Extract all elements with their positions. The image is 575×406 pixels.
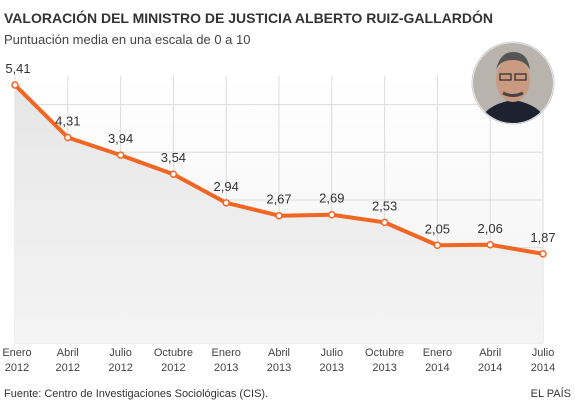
value-label: 2,69 — [319, 191, 344, 206]
marker — [539, 250, 547, 258]
value-label: 2,05 — [425, 221, 450, 236]
value-label: 2,67 — [266, 192, 291, 207]
marker — [64, 133, 72, 142]
value-label: 5,41 — [5, 61, 30, 76]
x-tick-label: Abril 2014 — [478, 347, 502, 374]
marker — [433, 241, 442, 250]
x-tick-label: Octubre 2012 — [154, 347, 193, 374]
area — [15, 85, 543, 343]
chart-title: VALORACIÓN DEL MINISTRO DE JUSTICIA ALBE… — [4, 9, 493, 26]
value-label: 3,94 — [108, 131, 133, 146]
x-tick-label: Octubre 2013 — [365, 347, 404, 374]
marker — [380, 218, 389, 227]
marker — [222, 199, 230, 207]
value-label: 2,06 — [478, 221, 503, 236]
value-label: 3,54 — [161, 150, 186, 165]
value-label: 1,87 — [530, 230, 555, 245]
credit: EL PAÍS — [531, 387, 571, 400]
x-tick-label: Julio 2014 — [531, 347, 555, 374]
value-label: 2,94 — [214, 179, 239, 194]
x-tick-label: Abril 2013 — [267, 347, 291, 374]
marker — [116, 151, 125, 159]
x-tick-label: Julio 2012 — [108, 347, 132, 374]
x-tick-label: Enero 2014 — [423, 347, 452, 374]
source: Fuente: Centro de Investigaciones Sociol… — [4, 388, 268, 400]
marker — [11, 81, 19, 89]
value-label: 4,31 — [55, 114, 80, 129]
x-tick-label: Enero 2012 — [2, 347, 31, 374]
value-label: 2,53 — [372, 198, 397, 213]
marker — [169, 170, 178, 178]
x-tick-label: Enero 2013 — [212, 347, 241, 374]
x-tick-label: Abril 2012 — [56, 347, 80, 374]
marker — [486, 241, 494, 249]
chart-subtitle: Puntuación media en una escala de 0 a 10 — [4, 32, 250, 47]
x-tick-label: Julio 2013 — [320, 347, 344, 374]
marker — [328, 210, 336, 219]
marker — [275, 211, 283, 220]
